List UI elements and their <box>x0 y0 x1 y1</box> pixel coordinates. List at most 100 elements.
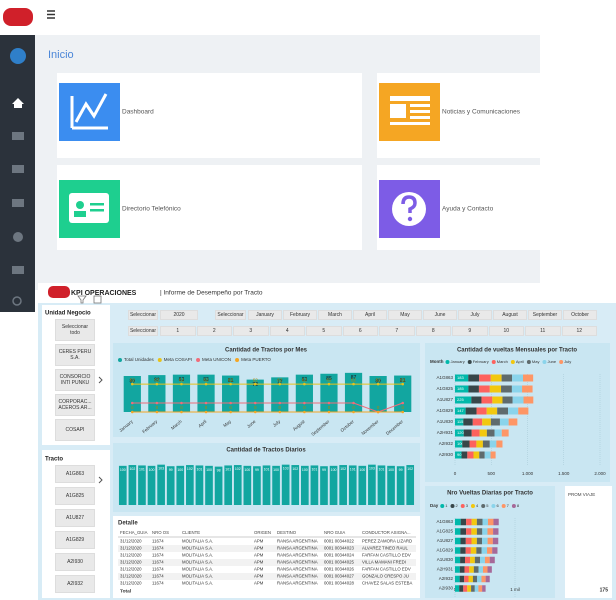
bar-segment <box>502 396 513 404</box>
slicer-button[interactable]: May <box>388 310 422 320</box>
filter-icons[interactable] <box>77 295 102 304</box>
legend-swatch <box>467 360 472 364</box>
data-label: 102 <box>340 467 346 471</box>
bar-segment <box>455 556 461 564</box>
slicer-button[interactable]: 7 <box>379 326 415 336</box>
bar-segment <box>481 575 486 583</box>
data-label: 0 <box>156 405 159 410</box>
slicer-button[interactable]: 9 <box>452 326 488 336</box>
data-label: 0 <box>205 405 208 410</box>
slicer-button[interactable]: 8 <box>415 326 451 336</box>
slicer-button[interactable]: CERES PERU S.A. <box>55 344 95 366</box>
slicer-button[interactable]: Seleccionar todo <box>55 319 95 341</box>
bar-segment <box>476 440 483 448</box>
slicer-button[interactable]: CORPORAC... ACEROS AR... <box>55 394 95 416</box>
table-cell: MOLITALIA S.A. <box>182 546 213 551</box>
card-label[interactable]: Noticias y Comunicaciones <box>442 109 521 116</box>
table-cell: FARFAN CASTILLO EDV <box>362 567 411 572</box>
bar-segment <box>518 407 529 415</box>
bar <box>205 465 213 505</box>
data-label: 100 <box>177 468 183 472</box>
bar-segment <box>479 451 485 459</box>
data-label: 0 <box>377 405 380 410</box>
card-label[interactable]: Dashboard <box>122 109 154 116</box>
slicer-button[interactable]: 10 <box>488 326 524 336</box>
table-cell: APM <box>254 560 264 565</box>
chevron[interactable] <box>98 376 103 384</box>
meta-point <box>204 401 208 405</box>
bar-segment <box>455 547 461 554</box>
slicer-button[interactable]: January <box>248 310 282 320</box>
legend-swatch <box>470 504 475 508</box>
slicer-button[interactable]: 2020 <box>160 310 198 320</box>
bar-segment <box>468 385 479 393</box>
slicer-button[interactable]: September <box>528 310 562 320</box>
slicer-button[interactable]: October <box>563 310 597 320</box>
slicer-button[interactable]: June <box>423 310 457 320</box>
legend-swatch <box>157 358 162 362</box>
slicer-button[interactable]: February <box>283 310 317 320</box>
legend-label: Meta PUERTO <box>241 357 271 362</box>
bar-segment <box>484 451 491 459</box>
slicer-button[interactable]: 11 <box>525 326 561 336</box>
legend-swatch <box>559 360 564 364</box>
table-cell: CHAVEZ SALAS ESTEBA <box>362 581 412 586</box>
slicer-button[interactable]: April <box>353 310 387 320</box>
data-label: 0 <box>352 405 355 410</box>
table-cell: APM <box>254 581 264 586</box>
slicer-button[interactable]: 6 <box>342 326 378 336</box>
slicer-button[interactable]: 3 <box>233 326 269 336</box>
slicer-button[interactable]: 4 <box>269 326 305 336</box>
data-label: 100 <box>388 468 394 472</box>
dashboard-icon <box>59 83 120 141</box>
home-icon[interactable] <box>12 98 24 108</box>
slicer-button[interactable]: CONSORCIO INTI PUNKU <box>55 369 95 391</box>
y-tick-label: A1G829 <box>436 408 453 413</box>
bar-segment <box>466 528 472 535</box>
panel <box>113 516 420 598</box>
table-cell: ALVAREZ TINEO RAUL <box>362 546 408 551</box>
slicer-button[interactable]: A1G829 <box>55 531 95 549</box>
slicer-button[interactable]: A1U827 <box>55 509 95 527</box>
bar <box>300 465 309 505</box>
data-label: 87 <box>351 375 357 381</box>
slicer-button[interactable]: A1G863 <box>55 465 95 483</box>
bar-segment <box>455 385 469 393</box>
slicer-button[interactable]: 5 <box>306 326 342 336</box>
chevron[interactable] <box>98 476 103 484</box>
slicer-button[interactable]: A1G825 <box>55 487 95 505</box>
slicer-button[interactable]: 2 <box>196 326 232 336</box>
card-label[interactable]: Directorio Telefónico <box>122 206 181 213</box>
slicer-button[interactable]: 1 <box>160 326 196 336</box>
slicer-button[interactable]: A2I930 <box>55 553 95 571</box>
sidebar-icons[interactable] <box>12 132 24 306</box>
bar-segment <box>482 537 488 545</box>
x-tick-label: 500 <box>487 471 495 476</box>
card-label[interactable]: Ayuda y Contacto <box>442 206 494 213</box>
data-label: 183 <box>457 375 464 380</box>
slicer-button[interactable]: A2I932 <box>55 575 95 593</box>
slicer-button[interactable]: March <box>318 310 352 320</box>
bar <box>118 465 127 505</box>
slicer-button[interactable]: Seleccionar <box>128 326 158 336</box>
data-label: 62 <box>179 377 185 382</box>
meta-point <box>204 410 208 414</box>
bar-segment <box>480 556 485 564</box>
bar-segment <box>460 528 467 535</box>
table-cell: RANSA ARGENTINA <box>277 553 318 558</box>
slicer-button[interactable]: Seleccionar <box>128 310 158 320</box>
bar-segment <box>482 518 488 526</box>
bar-segment <box>471 528 477 535</box>
bar-segment <box>460 537 466 545</box>
slicer-button[interactable]: August <box>493 310 527 320</box>
slicer-button[interactable]: Seleccionar <box>215 310 246 320</box>
slicer-button[interactable]: 12 <box>561 326 597 336</box>
chart-title: Cantidad de vueltas Mensuales por Tracto <box>457 348 577 354</box>
bar-segment <box>468 575 473 583</box>
report-header <box>38 283 616 303</box>
bar-segment <box>479 374 491 382</box>
data-label: 62 <box>400 377 406 382</box>
menu-button[interactable] <box>47 10 55 19</box>
slicer-button[interactable]: COSAPI <box>55 419 95 441</box>
slicer-button[interactable]: July <box>458 310 492 320</box>
